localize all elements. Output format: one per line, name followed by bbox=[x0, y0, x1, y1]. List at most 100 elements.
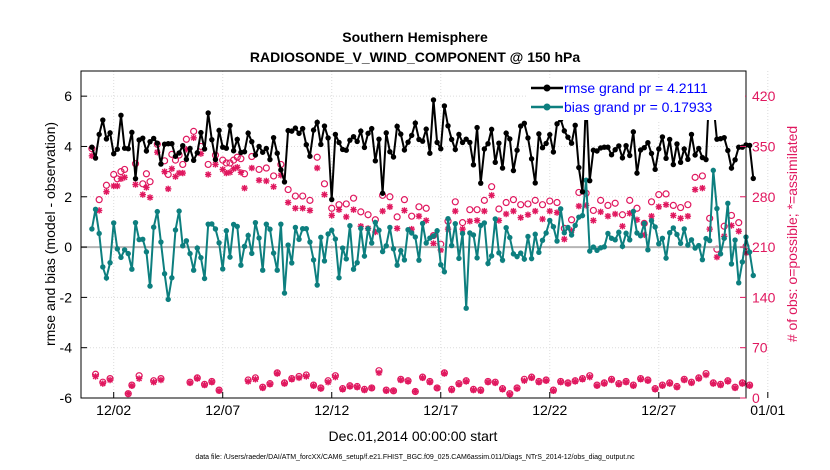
bias-marker bbox=[532, 231, 538, 237]
obs-assimilated-marker bbox=[502, 210, 510, 218]
rmse-marker bbox=[387, 149, 393, 155]
obs-possible-marker bbox=[502, 198, 510, 207]
y2-tick-label: 420 bbox=[752, 88, 776, 104]
obs-assimilated-stroke bbox=[554, 209, 560, 216]
rmse-marker bbox=[634, 170, 640, 176]
obs-assimilated-marker bbox=[419, 374, 426, 382]
obs-possible-marker bbox=[313, 153, 321, 161]
obs-assimilated-marker bbox=[386, 203, 394, 211]
bias-marker bbox=[172, 227, 179, 233]
bias-marker bbox=[158, 239, 164, 245]
rmse-marker bbox=[448, 136, 455, 143]
bias-line bbox=[90, 170, 755, 309]
x-tick-label: 12/07 bbox=[205, 402, 240, 418]
obs-assimilated-stroke bbox=[212, 161, 219, 168]
obs-possible-marker bbox=[110, 170, 118, 179]
obs-assimilated-stroke bbox=[732, 385, 738, 391]
bias-marker bbox=[405, 227, 411, 233]
obs-assimilated-stroke bbox=[147, 194, 153, 201]
obs-assimilated-stroke bbox=[328, 212, 335, 219]
obs-assimilated-marker bbox=[572, 378, 579, 385]
rmse-marker bbox=[481, 146, 488, 152]
obs-assimilated-stroke bbox=[241, 185, 248, 192]
rmse-marker bbox=[169, 140, 175, 147]
obs-assimilated-marker bbox=[266, 381, 274, 388]
obs-assimilated-stroke bbox=[194, 375, 201, 382]
obs-assimilated-stroke bbox=[597, 208, 604, 215]
obs-assimilated-stroke bbox=[630, 382, 637, 389]
obs-possible-marker bbox=[546, 197, 554, 205]
bias-marker bbox=[728, 261, 735, 267]
obs-possible-marker bbox=[117, 168, 125, 176]
bias-marker bbox=[296, 236, 302, 242]
obs-assimilated-marker bbox=[92, 373, 99, 380]
bias-marker bbox=[423, 240, 429, 246]
rmse-marker bbox=[292, 125, 299, 131]
obs-assimilated-marker bbox=[524, 211, 532, 218]
bias-marker bbox=[332, 236, 339, 242]
obs-assimilated-stroke bbox=[405, 378, 411, 385]
rmse-marker bbox=[696, 145, 702, 152]
obs-assimilated-marker bbox=[492, 379, 499, 387]
rmse-marker bbox=[750, 175, 756, 182]
rmse-marker bbox=[496, 140, 502, 146]
rmse-marker bbox=[140, 135, 146, 141]
obs-assimilated-marker bbox=[255, 177, 263, 184]
obs-assimilated-marker bbox=[684, 212, 692, 220]
rmse-marker bbox=[507, 136, 513, 142]
bias-marker bbox=[107, 259, 113, 266]
rmse-marker bbox=[267, 156, 273, 163]
bias-marker bbox=[699, 256, 706, 263]
bias-marker bbox=[201, 275, 208, 282]
obs-possible-marker bbox=[306, 196, 314, 204]
bias-marker bbox=[550, 224, 557, 230]
rmse-marker bbox=[274, 150, 280, 156]
obs-possible-marker bbox=[320, 180, 329, 188]
bias-marker bbox=[220, 266, 226, 272]
rmse-marker bbox=[354, 138, 360, 145]
bias-marker bbox=[445, 215, 451, 222]
obs-assimilated-stroke bbox=[292, 205, 299, 212]
obs-assimilated-stroke bbox=[652, 386, 659, 393]
obs-assimilated-stroke bbox=[528, 374, 535, 381]
obs-assimilated-stroke bbox=[557, 379, 564, 386]
bias-marker bbox=[187, 250, 193, 257]
bias-marker bbox=[150, 224, 157, 230]
rmse-marker bbox=[114, 146, 121, 152]
obs-possible-marker bbox=[364, 211, 372, 219]
obs-assimilated-marker bbox=[481, 207, 488, 215]
obs-assimilated-marker bbox=[455, 381, 463, 388]
obs-assimilated-marker bbox=[662, 201, 670, 208]
rmse-marker bbox=[390, 154, 397, 160]
obs-assimilated-stroke bbox=[452, 208, 459, 215]
obs-possible-marker bbox=[458, 219, 467, 227]
rmse-marker bbox=[492, 159, 498, 166]
obs-assimilated-marker bbox=[201, 381, 208, 389]
bias-marker bbox=[227, 254, 233, 260]
rmse-marker bbox=[568, 140, 575, 146]
obs-assimilated-stroke bbox=[143, 184, 150, 191]
rmse-marker bbox=[434, 139, 440, 146]
rmse-marker bbox=[223, 145, 230, 151]
obs-assimilated-stroke bbox=[296, 374, 302, 381]
obs-assimilated-stroke bbox=[201, 382, 208, 388]
obs-assimilated-stroke bbox=[448, 387, 455, 393]
rmse-marker bbox=[503, 130, 509, 136]
bias-marker bbox=[612, 237, 618, 243]
obs-assimilated-marker bbox=[165, 185, 172, 193]
obs-assimilated-stroke bbox=[325, 379, 331, 386]
rmse-marker bbox=[372, 158, 379, 164]
obs-assimilated-stroke bbox=[343, 213, 350, 220]
obs-possible-marker bbox=[179, 160, 187, 169]
bias-marker bbox=[441, 269, 448, 275]
obs-assimilated-stroke bbox=[317, 385, 324, 392]
rmse-marker bbox=[521, 120, 528, 127]
obs-assimilated-marker bbox=[114, 182, 121, 190]
bias-marker bbox=[307, 239, 313, 245]
bias-marker bbox=[292, 224, 299, 231]
bias-marker bbox=[325, 231, 331, 237]
obs-possible-marker bbox=[662, 190, 670, 198]
bias-marker bbox=[557, 206, 564, 212]
obs-assimilated-marker bbox=[528, 374, 535, 382]
rmse-marker bbox=[674, 141, 680, 147]
